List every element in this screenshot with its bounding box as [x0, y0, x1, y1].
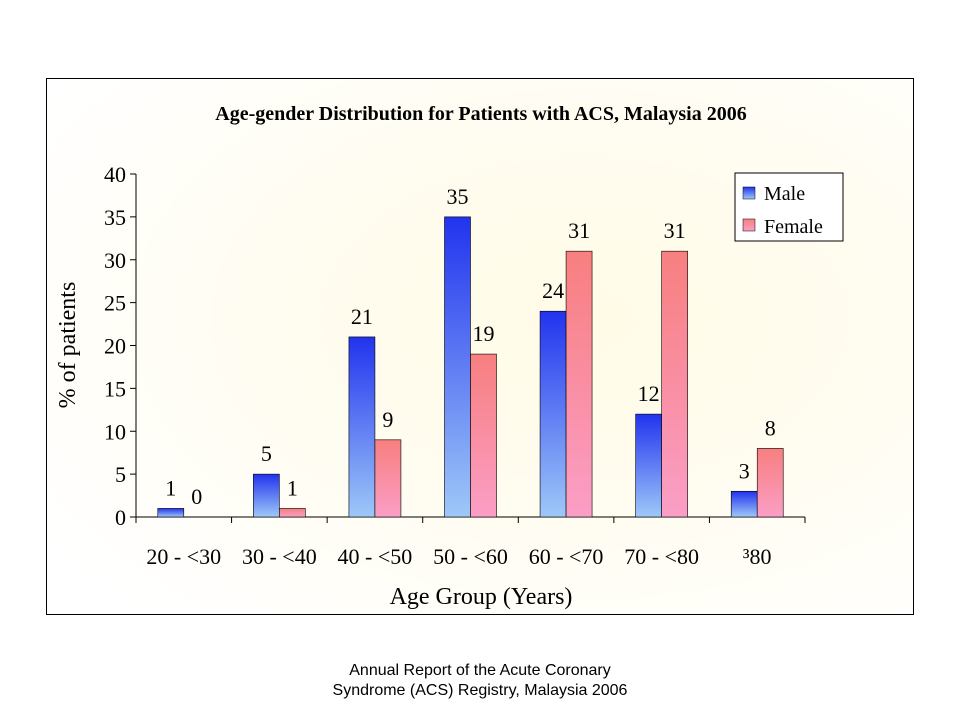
y-tick-label: 35 — [104, 205, 126, 230]
bar-female-5 — [661, 250, 688, 518]
bar-chart: Age-gender Distribution for Patients wit… — [46, 78, 914, 615]
bar-male-3 — [444, 216, 471, 518]
y-axis-title: % of patients — [55, 282, 81, 409]
bar-female-4 — [565, 250, 593, 518]
data-label-female-5: 31 — [664, 218, 686, 243]
data-label-female-6: 8 — [765, 415, 776, 440]
bar-female-2 — [374, 439, 402, 518]
data-label-female-0: 0 — [191, 484, 202, 509]
bar-female-1 — [279, 508, 306, 518]
data-label-male-0: 1 — [165, 475, 176, 500]
bar-male-6 — [730, 490, 758, 518]
legend: Male Female — [734, 172, 844, 242]
caption-line-2: Syndrome (ACS) Registry, Malaysia 2006 — [332, 682, 628, 699]
bar-male-5 — [635, 413, 662, 518]
data-label-male-4: 24 — [542, 278, 564, 303]
bar-male-2 — [348, 336, 376, 518]
data-label-male-6: 3 — [739, 458, 750, 483]
chart-title: Age-gender Distribution for Patients wit… — [215, 103, 746, 125]
caption: Annual Report of the Acute Coronary Synd… — [0, 661, 960, 701]
data-label-male-1: 5 — [261, 441, 272, 466]
y-tick-label: 0 — [115, 505, 126, 530]
x-tick-label: 40 - <50 — [338, 544, 413, 569]
x-axis-title: Age Group (Years) — [390, 584, 573, 610]
data-label-female-2: 9 — [382, 407, 393, 432]
y-tick-label: 10 — [104, 419, 126, 444]
y-tick-label: 40 — [104, 162, 126, 187]
x-tick-label: ³80 — [743, 544, 772, 569]
bar-male-1 — [253, 473, 280, 518]
y-tick-label: 25 — [104, 291, 126, 316]
x-tick-label: 50 - <60 — [433, 544, 508, 569]
bar-male-4 — [539, 310, 567, 518]
y-tick-label: 5 — [115, 462, 126, 487]
chart-frame: Age-gender Distribution for Patients wit… — [46, 78, 914, 615]
data-label-female-4: 31 — [568, 218, 590, 243]
data-label-female-1: 1 — [287, 475, 298, 500]
caption-line-1: Annual Report of the Acute Coronary — [349, 662, 611, 679]
y-tick-label: 20 — [104, 334, 126, 359]
data-label-male-3: 35 — [447, 184, 469, 209]
x-tick-label: 70 - <80 — [624, 544, 699, 569]
bar-male-0 — [157, 508, 185, 518]
legend-swatch-female — [742, 218, 756, 232]
data-label-female-3: 19 — [473, 321, 495, 346]
data-label-male-2: 21 — [351, 304, 373, 329]
bar-female-3 — [470, 353, 497, 518]
y-tick-label: 15 — [104, 376, 126, 401]
y-tick-label: 30 — [104, 248, 126, 273]
legend-swatch-male — [742, 186, 756, 200]
bar-female-6 — [756, 448, 784, 518]
x-tick-label: 30 - <40 — [242, 544, 317, 569]
legend-label-male: Male — [764, 183, 805, 205]
chart-border — [46, 78, 914, 615]
x-tick-label: 20 - <30 — [146, 544, 221, 569]
bars — [157, 216, 784, 518]
x-tick-label: 60 - <70 — [529, 544, 604, 569]
legend-label-female: Female — [764, 216, 823, 238]
data-label-male-5: 12 — [638, 381, 660, 406]
